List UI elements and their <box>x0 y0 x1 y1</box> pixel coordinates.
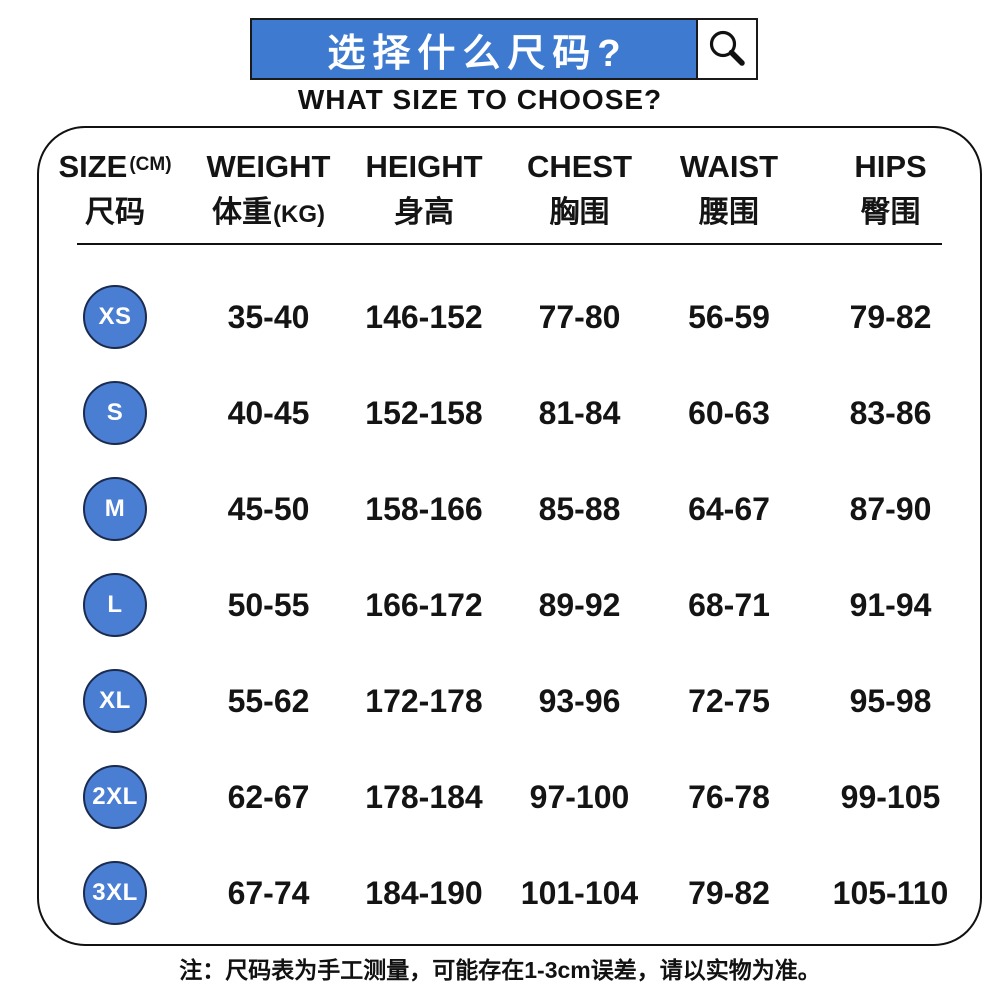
chest-cell: 85-88 <box>538 490 621 527</box>
column-header-size-unit: (CM) <box>129 154 172 175</box>
measurement-note: 注：尺码表为手工测量，可能存在1-3cm误差，请以实物为准。 <box>179 957 821 983</box>
column-header-height-zh: 身高 <box>394 195 454 229</box>
column-header-waist-en: WAIST <box>679 149 779 184</box>
waist-cell: 60-63 <box>688 394 770 431</box>
column-header-weight-zh: 体重(KG) <box>191 194 346 232</box>
size-badge: M <box>83 477 147 542</box>
column-header-chest-zh: 胸围 <box>549 195 610 229</box>
hips-cell: 95-98 <box>849 682 932 719</box>
column-header-label: 体重 <box>212 195 272 229</box>
size-badge: 2XL <box>83 765 147 830</box>
size-badge-label: M <box>104 495 126 523</box>
size-table-card: SIZE (CM) 尺码 WEIGHT 体重(KG) HEIGHT 身高 CHES… <box>37 126 982 946</box>
height-cell: 172-178 <box>365 682 483 719</box>
size-cell: 3XL <box>39 861 191 926</box>
height-cell: 158-166 <box>365 490 483 527</box>
table-row: S 40-45 152-158 81-84 60-63 83-86 <box>39 365 980 461</box>
column-header-hips: HIPS 臀围 <box>801 148 980 231</box>
chest-cell: 77-80 <box>538 298 621 335</box>
table-row: M 45-50 158-166 85-88 64-67 87-90 <box>39 461 980 557</box>
height-cell: 184-190 <box>365 874 483 911</box>
size-badge-label: 2XL <box>92 783 138 811</box>
waist-cell: 72-75 <box>688 682 770 719</box>
column-header-size-en: SIZE (CM) <box>39 148 191 187</box>
size-cell: S <box>39 381 191 446</box>
column-header-size: SIZE (CM) 尺码 <box>39 148 191 231</box>
size-badge: XL <box>83 669 147 734</box>
table-header: SIZE (CM) 尺码 WEIGHT 体重(KG) HEIGHT 身高 CHES… <box>39 128 980 231</box>
chest-cell: 81-84 <box>538 394 621 431</box>
column-header-waist-zh: 腰围 <box>699 195 759 229</box>
weight-cell: 67-74 <box>227 874 310 911</box>
size-cell: 2XL <box>39 765 191 830</box>
banner: 选择什么尺码? <box>250 18 758 80</box>
weight-cell: 62-67 <box>227 778 310 815</box>
size-cell: M <box>39 477 191 542</box>
hips-cell: 87-90 <box>849 490 932 527</box>
hips-cell: 91-94 <box>849 586 932 623</box>
size-badge-label: L <box>107 591 123 619</box>
hips-cell: 79-82 <box>849 298 932 335</box>
table-row: 3XL 67-74 184-190 101-104 79-82 105-110 <box>39 845 980 941</box>
size-badge-label: XS <box>98 303 132 331</box>
banner-title-box: 选择什么尺码? <box>250 18 698 80</box>
weight-cell: 55-62 <box>227 682 310 719</box>
waist-cell: 79-82 <box>688 874 770 911</box>
chest-cell: 97-100 <box>529 778 630 815</box>
header-divider <box>77 243 942 246</box>
chest-cell: 93-96 <box>538 682 621 719</box>
weight-cell: 40-45 <box>227 394 310 431</box>
table-row: XL 55-62 172-178 93-96 72-75 95-98 <box>39 653 980 749</box>
size-cell: XS <box>39 285 191 350</box>
hips-cell: 99-105 <box>840 778 941 815</box>
chest-cell: 89-92 <box>538 586 621 623</box>
column-header-weight: WEIGHT 体重(KG) <box>191 148 346 231</box>
height-cell: 166-172 <box>365 586 483 623</box>
size-badge-label: S <box>106 399 124 427</box>
column-header-weight-en: WEIGHT <box>206 149 331 184</box>
weight-cell: 45-50 <box>227 490 310 527</box>
size-badge: S <box>83 381 147 446</box>
waist-cell: 76-78 <box>688 778 770 815</box>
banner-title: 选择什么尺码? <box>327 32 628 75</box>
size-cell: XL <box>39 669 191 734</box>
column-header-chest: CHEST 胸围 <box>502 148 657 231</box>
column-header-hips-zh: 臀围 <box>860 195 921 229</box>
column-header-size-zh: 尺码 <box>85 195 145 229</box>
column-header-hips-en: HIPS <box>854 149 927 184</box>
height-cell: 152-158 <box>365 394 483 431</box>
table-body: XS 35-40 146-152 77-80 56-59 79-82 S 40-… <box>39 245 980 941</box>
column-header-height-en: HEIGHT <box>365 149 483 184</box>
magnifier-icon <box>709 30 745 66</box>
table-row: 2XL 62-67 178-184 97-100 76-78 99-105 <box>39 749 980 845</box>
height-cell: 146-152 <box>365 298 483 335</box>
size-badge-label: XL <box>99 687 131 715</box>
size-badge: L <box>83 573 147 638</box>
search-box[interactable] <box>698 18 758 80</box>
column-header-chest-en: CHEST <box>526 149 633 184</box>
size-badge: XS <box>83 285 147 350</box>
chest-cell: 101-104 <box>520 874 639 911</box>
hips-cell: 105-110 <box>832 874 949 911</box>
size-badge: 3XL <box>83 861 147 926</box>
column-header-label: SIZE <box>58 149 128 184</box>
hips-cell: 83-86 <box>849 394 932 431</box>
column-header-weight-unit: (KG) <box>273 200 325 228</box>
subtitle: WHAT SIZE TO CHOOSE? <box>297 84 663 115</box>
waist-cell: 56-59 <box>688 298 770 335</box>
column-header-waist: WAIST 腰围 <box>657 148 801 231</box>
table-row: XS 35-40 146-152 77-80 56-59 79-82 <box>39 269 980 365</box>
height-cell: 178-184 <box>365 778 483 815</box>
column-header-height: HEIGHT 身高 <box>346 148 502 231</box>
weight-cell: 35-40 <box>227 298 310 335</box>
waist-cell: 68-71 <box>688 586 770 623</box>
size-cell: L <box>39 573 191 638</box>
table-row: L 50-55 166-172 89-92 68-71 91-94 <box>39 557 980 653</box>
waist-cell: 64-67 <box>688 490 770 527</box>
size-badge-label: 3XL <box>92 879 138 907</box>
weight-cell: 50-55 <box>227 586 310 623</box>
